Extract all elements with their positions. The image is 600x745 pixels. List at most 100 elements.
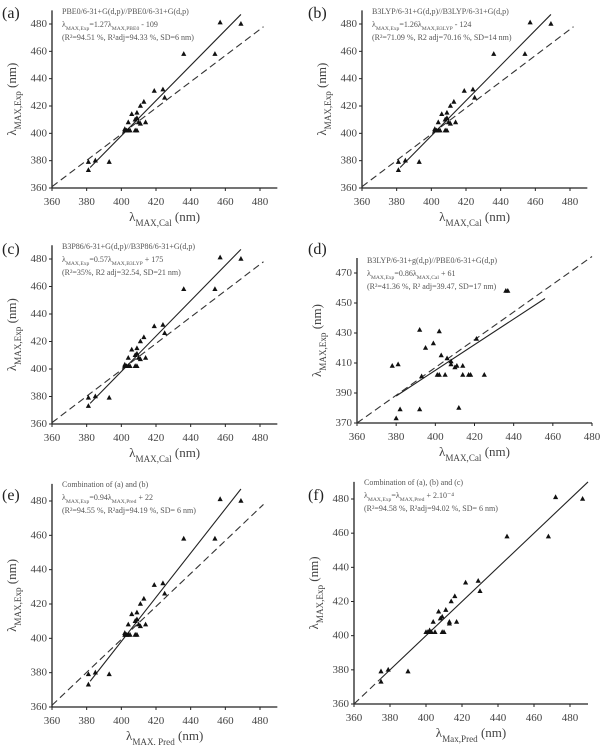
fit-line xyxy=(399,14,552,168)
data-point xyxy=(522,51,528,56)
data-point xyxy=(481,372,487,377)
data-point xyxy=(460,363,466,368)
x-tick-label: 460 xyxy=(545,431,562,443)
panel-label: (b) xyxy=(308,5,327,22)
subscript: MAX,Cal xyxy=(445,218,482,228)
y-tick-label: 470 xyxy=(336,267,353,279)
text-segment: =0.57λ xyxy=(89,255,112,264)
data-point xyxy=(430,340,436,346)
x-tick-label: 420 xyxy=(466,431,483,443)
x-axis-label: λMAX,Cal (nm) xyxy=(129,445,200,464)
data-point xyxy=(453,119,459,125)
data-point xyxy=(85,681,91,687)
data-point xyxy=(162,590,168,596)
text-segment: λ xyxy=(436,725,443,740)
text-segment: (nm) xyxy=(482,209,511,224)
data-point xyxy=(106,159,112,164)
data-point xyxy=(160,322,166,327)
text-segment: + 175 xyxy=(143,255,164,264)
text-segment: + 2.10⁻⁴ xyxy=(424,491,454,500)
data-point xyxy=(456,405,462,410)
data-point xyxy=(443,607,449,612)
y-axis-label: λMAX,Exp (nm) xyxy=(306,556,325,629)
x-tick-label: 440 xyxy=(505,431,522,443)
data-point xyxy=(461,87,467,93)
annotation-line: Combination of (a), (b) and (c) xyxy=(364,478,463,487)
data-point xyxy=(436,328,442,334)
y-tick-label: 460 xyxy=(31,281,48,293)
y-tick-label: 400 xyxy=(31,363,48,375)
y-axis-label: λMAX,Exp (nm) xyxy=(4,559,23,632)
subscript: MAX,Exp xyxy=(323,91,333,130)
text-segment: λ xyxy=(306,622,321,629)
data-point xyxy=(134,363,140,369)
panel-e: (e) 360 380 400 420 440 460 480 360 380 400 420 440 4… xyxy=(2,480,278,745)
text-segment: (R²=94.58 %, R²adj=94.02 %, SD= 6 nm) xyxy=(364,504,498,513)
text-segment: (nm) xyxy=(309,304,324,333)
data-point xyxy=(460,372,466,377)
panel-d: (d) 360 380 400 420 440 460 480 370 390 410 430 450 4… xyxy=(308,241,600,463)
data-point xyxy=(181,286,187,292)
data-point xyxy=(162,330,168,336)
data-point xyxy=(389,363,395,368)
x-tick-label: 400 xyxy=(113,196,130,208)
data-point xyxy=(385,666,391,672)
x-tick-label: 440 xyxy=(182,196,199,208)
data-point xyxy=(106,671,112,677)
data-point xyxy=(395,159,401,164)
y-tick-label: 400 xyxy=(333,630,350,642)
x-tick-label: 460 xyxy=(527,196,544,208)
data-point xyxy=(393,415,399,421)
data-point xyxy=(416,159,422,164)
data-point xyxy=(217,19,223,25)
text-segment: λ xyxy=(62,255,66,264)
data-point xyxy=(141,98,147,104)
data-point xyxy=(125,119,131,125)
text-segment: - 109 xyxy=(139,20,158,29)
reference-line xyxy=(51,504,264,706)
data-point xyxy=(106,394,112,400)
x-tick-label: 400 xyxy=(427,431,444,443)
subscript: MAX,PBE0 xyxy=(112,26,140,32)
reference-line xyxy=(51,261,264,424)
data-point xyxy=(217,496,223,502)
data-point xyxy=(85,403,91,408)
data-point xyxy=(475,578,481,583)
subscript: MAX,Exp xyxy=(371,275,395,281)
data-point xyxy=(137,623,143,629)
text-segment: (nm) xyxy=(481,444,510,459)
fit-line xyxy=(89,14,242,168)
text-segment: (nm) xyxy=(4,298,19,327)
annotation-line: B3LYP/6-31+G(d,p)//B3LYP/6-31+G(d,p) xyxy=(372,7,509,16)
data-point xyxy=(452,593,458,599)
data-point xyxy=(422,345,429,350)
data-point xyxy=(143,355,149,360)
panel-label: (d) xyxy=(308,241,327,258)
data-point xyxy=(436,608,442,614)
data-point xyxy=(127,363,133,369)
x-tick-label: 360 xyxy=(349,431,366,443)
data-point xyxy=(402,157,408,163)
data-point xyxy=(238,256,244,261)
annotation-line: λMAX,Exp=1.26λMAX,B3LYP - 124 xyxy=(372,20,471,32)
data-point xyxy=(162,94,168,100)
data-point xyxy=(134,127,140,133)
text-segment: λ xyxy=(129,445,136,460)
data-point xyxy=(92,669,98,675)
text-segment: (R²=71.09 %, R2 adj=70.16 %, SD=14 nm) xyxy=(372,33,512,42)
text-segment: (nm) xyxy=(172,445,201,460)
data-point xyxy=(127,631,133,637)
subscript: MAX,Exp xyxy=(66,261,90,267)
text-segment: λ xyxy=(367,269,371,278)
x-tick-label: 400 xyxy=(113,715,130,727)
annotation-line: (R²=71.09 %, R2 adj=70.16 %, SD=14 nm) xyxy=(372,33,512,42)
subscript: MAX,Exp xyxy=(318,332,328,371)
text-segment: (R²=94.55 %, R²adj=94.19 %, SD= 6 nm) xyxy=(62,506,196,515)
data-point xyxy=(127,127,133,133)
data-point xyxy=(432,629,438,635)
subscript: MAX,Cal xyxy=(135,454,172,464)
fit-line xyxy=(89,488,242,682)
annotation-line: (R²=94.55 %, R²adj=94.19 %, SD= 6 nm) xyxy=(62,506,196,515)
data-point xyxy=(134,109,140,115)
